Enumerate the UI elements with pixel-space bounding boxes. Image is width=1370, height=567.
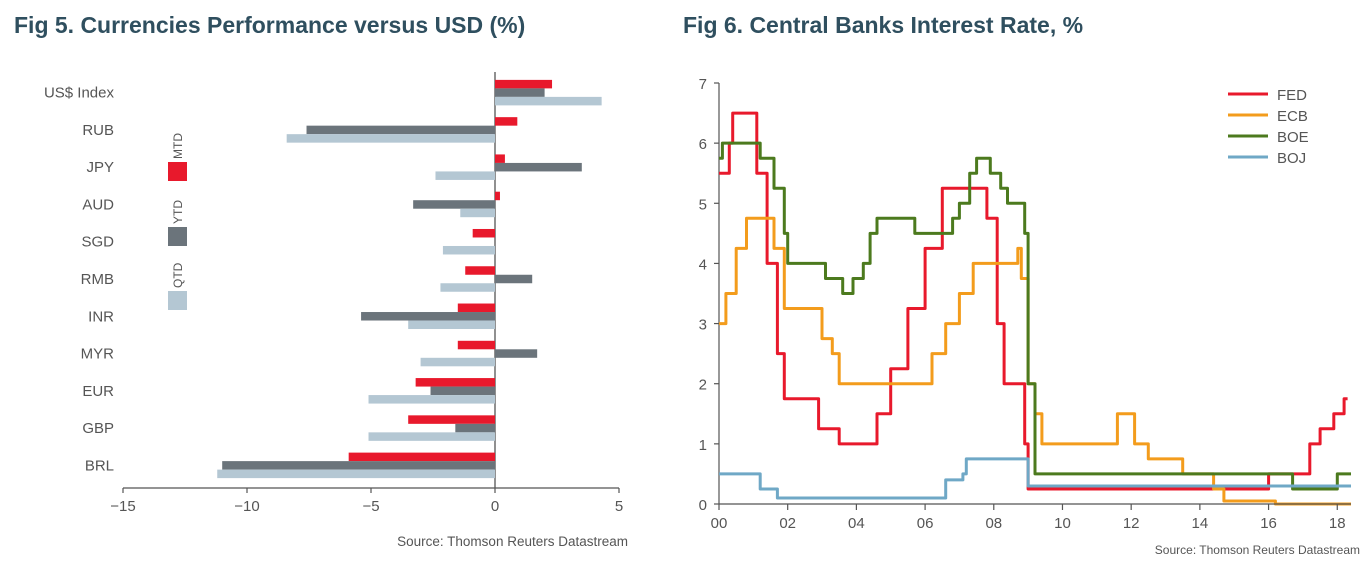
bar-mtd-eur xyxy=(415,378,495,387)
y-tick-label-4: 4 xyxy=(699,256,707,273)
fig5-source: Source: Thomson Reuters Datastream xyxy=(397,534,628,549)
x-tick-label-4: 5 xyxy=(615,498,623,515)
bar-mtd-myr xyxy=(457,340,495,350)
legend-label-boe: BOE xyxy=(1277,129,1309,146)
bar-mtd-rub xyxy=(495,117,518,126)
series-line-fed xyxy=(719,111,1348,491)
x-tick-label-fig6-9: 18 xyxy=(1329,515,1346,532)
series-line-boj xyxy=(719,457,1351,500)
bar-ytd-gbp xyxy=(455,423,495,433)
x-tick-label-fig6-3: 06 xyxy=(917,515,934,532)
legend-label-ytd: YTD xyxy=(171,200,185,224)
bar-mtd-inr xyxy=(457,303,495,313)
fig6-title: Fig 6. Central Banks Interest Rate, % xyxy=(683,12,1084,38)
category-label-inr: INR xyxy=(88,308,114,325)
y-tick-label-6: 6 xyxy=(699,136,707,153)
bar-qtd-eur xyxy=(368,395,495,404)
category-label-gbp: GBP xyxy=(82,420,114,437)
x-tick-label-2: −5 xyxy=(362,498,379,515)
bar-mtd-gbp xyxy=(408,415,495,424)
bar-qtd-gbp xyxy=(368,432,495,441)
x-tick-label-0: −15 xyxy=(110,498,135,515)
category-label-sgd: SGD xyxy=(81,234,114,251)
y-tick-label-7: 7 xyxy=(699,76,707,93)
x-tick-label-1: −10 xyxy=(234,498,259,515)
bar-ytd-us-index xyxy=(495,88,545,97)
legend-label-qtd: QTD xyxy=(171,262,185,288)
bar-qtd-inr xyxy=(408,320,495,330)
legend-swatch-mtd xyxy=(168,162,187,181)
x-tick-label-fig6-1: 02 xyxy=(779,515,796,532)
x-tick-label-fig6-6: 12 xyxy=(1123,515,1140,532)
bar-ytd-rmb xyxy=(495,274,533,284)
x-tick-label-fig6-4: 08 xyxy=(985,515,1002,532)
y-tick-label-5: 5 xyxy=(699,196,707,213)
legend-label-mtd: MTD xyxy=(171,133,185,159)
bar-mtd-rmb xyxy=(465,266,495,275)
x-tick-label-fig6-5: 10 xyxy=(1054,515,1071,532)
bar-ytd-brl xyxy=(222,461,495,470)
bar-ytd-jpy xyxy=(495,162,582,172)
fig6-source: Source: Thomson Reuters Datastream xyxy=(1155,543,1360,557)
category-label-brl: BRL xyxy=(85,457,114,474)
x-tick-label-3: 0 xyxy=(491,498,499,515)
bar-qtd-sgd xyxy=(442,245,495,255)
x-tick-label-fig6-8: 16 xyxy=(1260,515,1277,532)
bar-qtd-brl xyxy=(217,469,496,479)
bar-ytd-aud xyxy=(413,200,495,209)
bar-ytd-myr xyxy=(495,349,538,358)
bar-mtd-us-index xyxy=(495,79,553,89)
category-label-jpy: JPY xyxy=(86,159,114,176)
category-label-eur: EUR xyxy=(82,383,114,400)
bar-qtd-rmb xyxy=(440,283,495,292)
legend-label-fed: FED xyxy=(1277,87,1307,104)
y-tick-label-3: 3 xyxy=(699,317,707,334)
bar-mtd-brl xyxy=(348,452,495,462)
bar-ytd-eur xyxy=(430,386,495,396)
bar-qtd-rub xyxy=(286,134,495,143)
fig5-title: Fig 5. Currencies Performance versus USD… xyxy=(14,12,526,38)
bar-qtd-myr xyxy=(420,357,495,367)
category-label-rub: RUB xyxy=(82,122,114,139)
x-tick-label-fig6-0: 00 xyxy=(711,515,728,532)
category-label-aud: AUD xyxy=(82,196,114,213)
currency-bar-chart: US$ Index RUB JPY AUD SGD RMB INR MYR EUR GBP BRL −… xyxy=(44,72,628,549)
y-tick-label-1: 1 xyxy=(699,437,707,454)
x-tick-label-fig6-2: 04 xyxy=(848,515,865,532)
legend-swatch-ytd xyxy=(168,227,187,246)
bar-qtd-jpy xyxy=(435,171,495,180)
legend-label-ecb: ECB xyxy=(1277,108,1308,125)
category-label-myr: MYR xyxy=(81,346,115,363)
y-tick-label-2: 2 xyxy=(699,377,707,394)
series-line-ecb xyxy=(719,216,1351,506)
category-label-us-index: US$ Index xyxy=(44,85,115,102)
bar-mtd-sgd xyxy=(472,228,495,238)
bar-ytd-rub xyxy=(306,125,495,135)
y-tick-label-0: 0 xyxy=(699,497,707,514)
bar-qtd-us-index xyxy=(495,96,602,106)
series-line-boe xyxy=(719,141,1351,491)
category-label-rmb: RMB xyxy=(81,271,114,288)
bar-qtd-aud xyxy=(460,208,495,218)
bar-mtd-aud xyxy=(495,191,500,201)
bar-mtd-jpy xyxy=(495,154,505,163)
legend-swatch-qtd xyxy=(168,291,187,310)
x-tick-label-fig6-7: 14 xyxy=(1192,515,1209,532)
bar-ytd-inr xyxy=(361,312,495,321)
legend-label-boj: BOJ xyxy=(1277,150,1306,167)
